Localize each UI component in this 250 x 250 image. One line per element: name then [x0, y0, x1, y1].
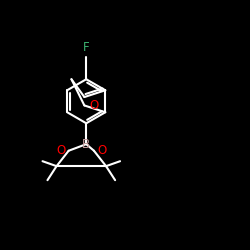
- Text: O: O: [89, 99, 98, 112]
- Text: O: O: [97, 144, 106, 157]
- Text: O: O: [56, 144, 66, 157]
- Text: F: F: [83, 41, 89, 54]
- Text: B: B: [82, 138, 90, 151]
